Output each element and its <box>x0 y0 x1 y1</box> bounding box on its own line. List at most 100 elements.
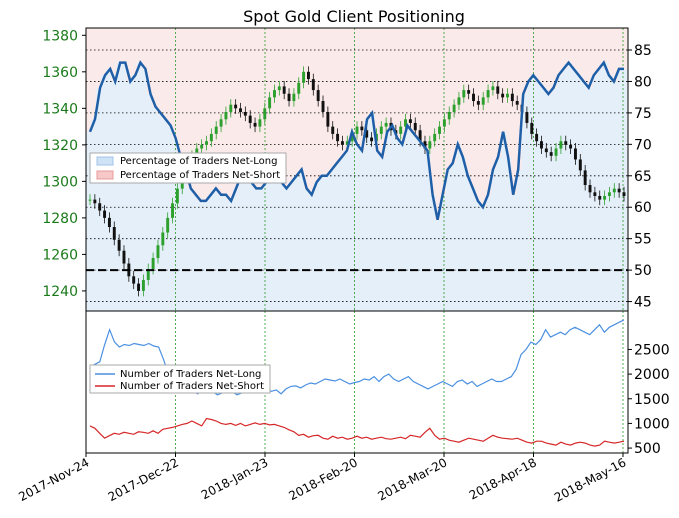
net-short-shade-bar <box>440 28 446 195</box>
net-short-shade-bar <box>455 28 462 145</box>
candle-body <box>549 152 553 156</box>
net-long-shade-bar <box>557 75 563 312</box>
price-tick-label: 1320 <box>42 138 78 154</box>
candle-body <box>510 93 514 102</box>
net-short-shade-bar <box>430 28 436 195</box>
net-long-shade-bar <box>202 200 208 311</box>
net-short-shade-bar <box>237 28 244 176</box>
net-short-shade-bar <box>172 28 178 139</box>
legend-swatch-net-short <box>96 170 114 180</box>
net-long-shade-bar <box>232 188 239 311</box>
date-tick-label: 2018-Mar-20 <box>375 455 449 503</box>
candle-body <box>355 126 359 134</box>
net-short-shade-bar <box>541 28 548 88</box>
price-tick-label: 1340 <box>42 101 78 117</box>
candle-body <box>491 86 495 91</box>
candle-body <box>423 141 427 149</box>
candle-body <box>268 97 272 109</box>
net-short-shade-bar <box>400 28 406 145</box>
candle-body <box>122 250 126 264</box>
percent-tick-label: 70 <box>634 137 652 153</box>
net-long-shade-bar <box>243 169 249 311</box>
net-long-shade-bar <box>273 169 279 311</box>
net-long-shade-bar <box>141 68 148 311</box>
net-long-shade-bar <box>146 94 153 312</box>
candle-body <box>302 71 306 83</box>
net-long-shade-bar <box>384 131 391 311</box>
net-long-shade-bar <box>151 106 158 311</box>
net-short-shade-bar <box>465 28 472 176</box>
net-short-shade-bar <box>379 28 386 157</box>
candle-body <box>593 192 597 196</box>
net-short-shade-bar <box>258 28 264 189</box>
candle-body <box>219 119 223 127</box>
net-long-shade-bar <box>278 182 284 311</box>
percent-tick-label: 65 <box>634 169 652 185</box>
percent-tick-label: 80 <box>634 74 652 90</box>
net-short-shade-bar <box>288 28 294 183</box>
net-short-shade-bar <box>389 28 396 126</box>
net-short-shade-bar <box>521 28 527 95</box>
legend-label-net-long: Percentage of Traders Net-Long <box>120 156 278 167</box>
count-tick-label: 1500 <box>634 392 670 408</box>
net-long-shade-bar <box>440 194 446 311</box>
net-short-shade-bar <box>546 28 553 95</box>
net-long-shade-bar <box>319 175 325 311</box>
candle-body <box>234 104 238 109</box>
net-long-shade-bar <box>486 194 492 311</box>
candle-body <box>399 126 403 134</box>
net-long-shade-bar <box>96 87 102 311</box>
candle-body <box>297 82 301 94</box>
candle-body <box>195 148 199 156</box>
net-long-shade-bar <box>207 194 213 311</box>
net-short-shade-bar <box>217 28 224 195</box>
candle-body <box>248 115 252 123</box>
candle-body <box>462 90 466 98</box>
net-long-shade-bar <box>111 81 117 311</box>
candle-body <box>438 126 441 134</box>
net-short-shade-bar <box>293 28 300 176</box>
net-short-shade-bar <box>339 28 345 157</box>
candle-body <box>258 119 262 127</box>
net-long-shade-bar <box>415 138 421 311</box>
net-short-shade-bar <box>197 28 203 201</box>
net-short-count-line <box>89 417 625 447</box>
net-short-shade-bar <box>349 28 355 132</box>
net-long-shade-bar <box>476 200 482 311</box>
date-tick-label: 2018-Apr-18 <box>467 455 539 502</box>
net-long-shade-bar <box>308 194 315 311</box>
net-long-shade-bar <box>298 169 305 311</box>
net-long-shade-bar <box>460 156 467 311</box>
net-short-shade-bar <box>435 28 441 220</box>
net-short-shade-bar <box>263 28 269 183</box>
candle-body <box>316 90 320 102</box>
candle-body <box>413 122 417 131</box>
price-tick-label: 1280 <box>42 211 78 227</box>
candle-body <box>360 126 364 131</box>
candle-body <box>146 269 150 280</box>
candle-body <box>428 141 432 149</box>
net-long-shade-bar <box>339 156 345 311</box>
net-short-shade-bar <box>592 28 598 76</box>
price-tick-label: 1300 <box>42 174 78 190</box>
net-long-shade-bar <box>379 156 386 311</box>
net-long-shade-bar <box>258 188 264 311</box>
candle-body <box>200 144 204 149</box>
top-legend-box <box>89 152 287 184</box>
net-short-shade-bar <box>612 28 619 82</box>
net-long-shade-bar <box>364 119 370 311</box>
net-long-shade-bar <box>161 119 168 311</box>
candle-body <box>107 217 111 228</box>
net-short-shade-bar <box>476 28 482 201</box>
net-long-shade-bar <box>182 169 188 311</box>
percent-tick-label: 75 <box>634 106 652 122</box>
candle-body <box>311 79 315 91</box>
candle-body <box>117 239 121 251</box>
percent-tick-label: 55 <box>634 232 652 248</box>
date-tick-label: 2018-May-16 <box>552 455 628 504</box>
candle-body <box>282 86 286 94</box>
net-long-shade-bar <box>394 138 401 311</box>
net-long-shade-bar <box>177 156 183 311</box>
net-short-shade-bar <box>283 28 289 189</box>
net-short-shade-bar <box>192 28 198 195</box>
